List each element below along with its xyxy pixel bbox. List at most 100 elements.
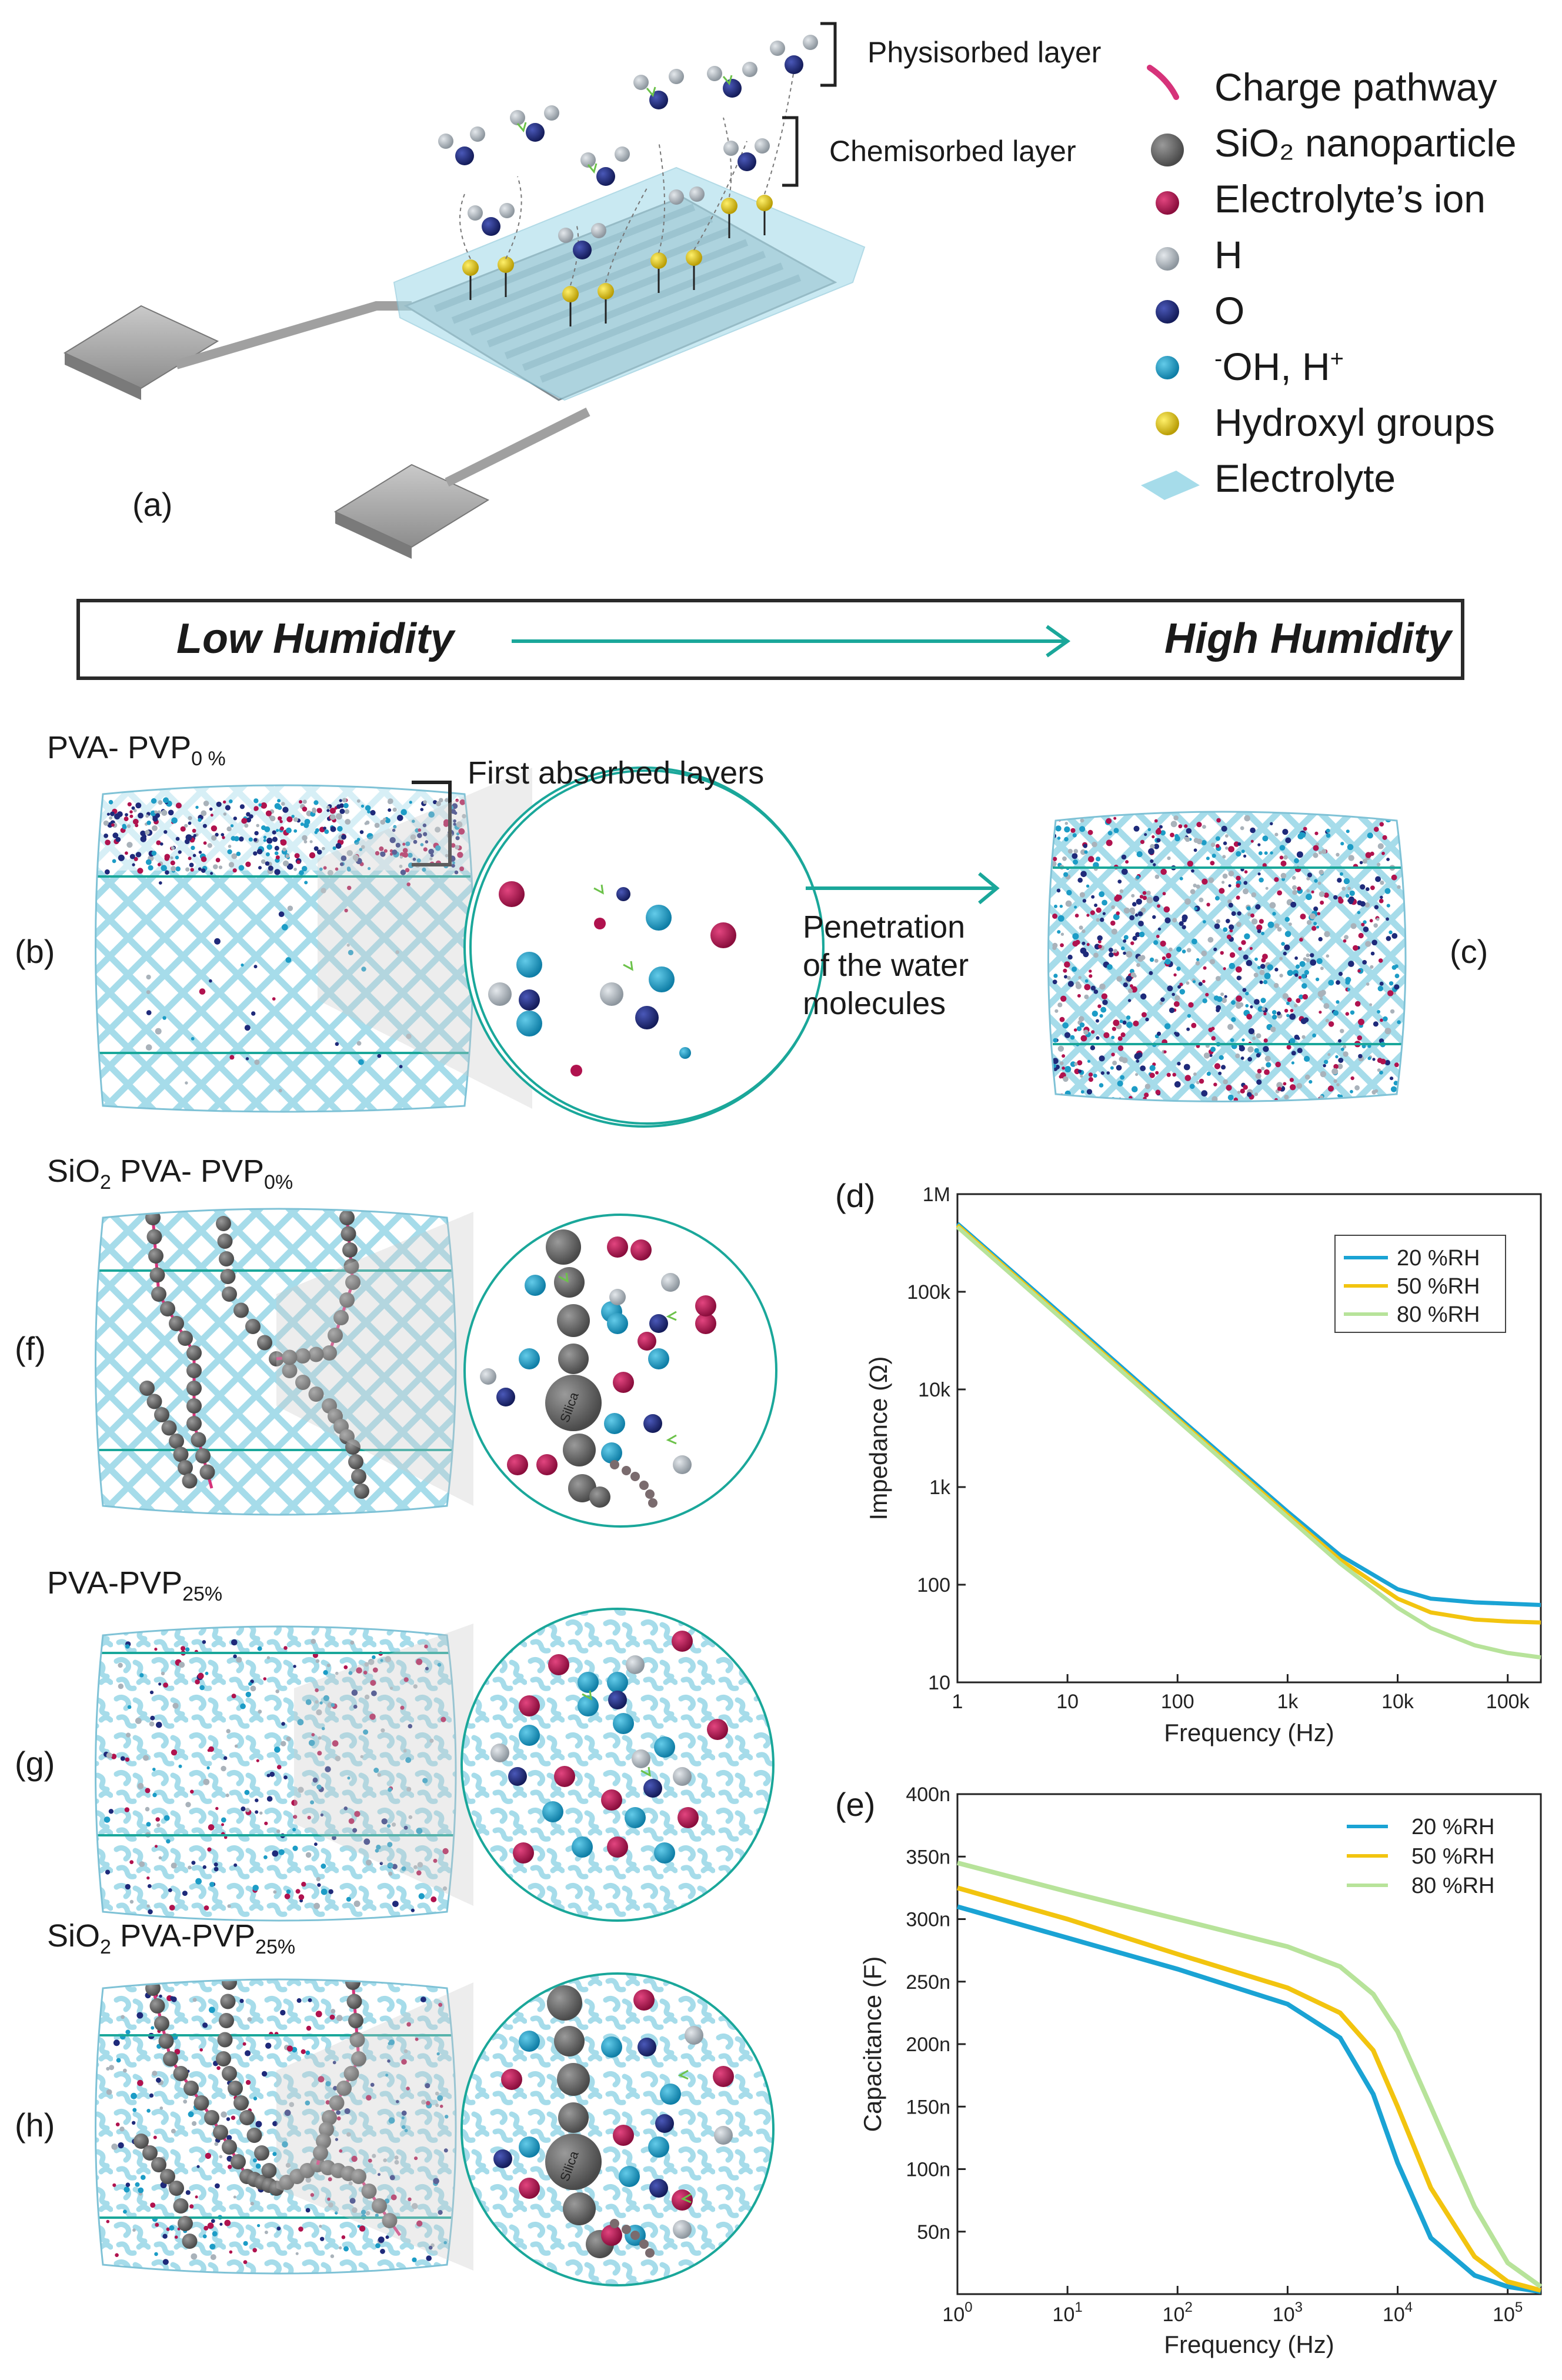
water-dot	[1289, 1038, 1296, 1044]
water-dot	[1059, 1016, 1065, 1022]
water-dot	[202, 824, 207, 828]
water-dot	[105, 1869, 111, 1875]
water-dot	[1227, 1024, 1234, 1030]
water-dot	[1376, 918, 1380, 921]
water-dot	[1236, 883, 1240, 888]
water-dot	[245, 1691, 251, 1698]
water-dot	[1386, 904, 1390, 908]
water-dot	[1228, 902, 1233, 908]
silica-bead	[173, 1446, 189, 1462]
water-dot	[320, 1813, 324, 1817]
water-dot	[1147, 828, 1152, 832]
water-dot	[1153, 895, 1160, 902]
water-dot	[322, 846, 325, 851]
water-dot	[401, 2059, 407, 2065]
water-dot	[1132, 936, 1137, 941]
water-dot	[1177, 985, 1181, 989]
water-dot	[1139, 895, 1144, 899]
water-dot	[236, 1656, 242, 1663]
water-dot	[272, 836, 278, 842]
water-dot	[215, 1806, 219, 1811]
water-dot	[1287, 969, 1293, 976]
water-dot	[408, 1724, 413, 1729]
water-dot	[185, 1647, 190, 1652]
water-dot	[1277, 927, 1282, 932]
water-dot	[1262, 835, 1269, 842]
hydroxyl-groups	[462, 195, 773, 326]
y-tick-label: 300n	[906, 1909, 950, 1931]
water-dot	[252, 2248, 258, 2253]
water-dot	[1201, 1090, 1208, 1097]
water-dot	[129, 854, 135, 859]
water-dot	[264, 826, 271, 832]
water-dot	[1314, 879, 1318, 883]
water-dot	[1096, 918, 1100, 922]
y-tick-label: 10k	[918, 1379, 951, 1401]
water-dot	[261, 2071, 268, 2077]
water-dot	[400, 1705, 405, 1710]
water-dot	[201, 856, 207, 862]
zoom-circle-g	[460, 1608, 775, 1922]
water-dot	[282, 2141, 288, 2148]
water-dot	[1156, 935, 1160, 938]
zoom-circle-f: Silica	[465, 1215, 776, 1529]
water-dot	[1236, 975, 1241, 981]
water-dot	[1373, 923, 1378, 928]
silica-bead	[186, 1416, 202, 1431]
water-dot	[1099, 1083, 1104, 1088]
water-dot	[146, 974, 151, 980]
water-dot	[1220, 992, 1224, 996]
water-dot	[215, 2183, 220, 2189]
water-dot	[286, 816, 293, 822]
silica-bead	[216, 1216, 231, 1231]
water-dot	[405, 841, 410, 846]
water-dot	[416, 1828, 423, 1834]
water-dot	[1397, 885, 1401, 889]
water-dot	[359, 2225, 366, 2232]
water-dot	[377, 1773, 381, 1777]
water-dot	[1375, 876, 1381, 882]
water-dot	[1179, 989, 1186, 995]
water-dot	[425, 2083, 430, 2089]
water-dot	[1274, 968, 1279, 972]
water-dot	[1153, 844, 1160, 849]
water-dots-top	[103, 797, 466, 1092]
water-dot	[399, 1065, 403, 1069]
water-dot	[1294, 1034, 1300, 1040]
water-dot	[454, 870, 459, 875]
water-dot	[1053, 974, 1058, 978]
silica-bead	[348, 2013, 363, 2028]
water-dot	[400, 869, 406, 875]
water-dot	[422, 867, 426, 872]
water-dot	[185, 1081, 188, 1085]
water-dot	[426, 2101, 430, 2106]
water-dot	[1274, 877, 1279, 882]
water-dot	[328, 2202, 333, 2208]
water-dot	[408, 852, 413, 858]
water-dot	[1073, 859, 1079, 865]
water-dot	[1236, 1001, 1240, 1006]
water-dot	[1092, 841, 1097, 848]
water-dot	[151, 798, 157, 804]
water-dot	[1282, 993, 1289, 999]
water-dot	[1280, 861, 1287, 866]
water-dot	[1228, 846, 1235, 852]
water-dot	[1328, 979, 1334, 986]
water-dot	[1397, 1020, 1401, 1024]
water-dot	[226, 1729, 231, 1734]
water-dot	[377, 1054, 382, 1058]
water-dot	[239, 1999, 244, 2004]
water-dot	[1259, 877, 1264, 883]
water-dot	[413, 1865, 418, 1869]
water-dot	[332, 2061, 336, 2065]
water-dot	[1102, 912, 1106, 915]
water-dot	[1094, 904, 1098, 907]
water-dot	[1340, 1029, 1344, 1034]
water-dot	[1170, 821, 1177, 828]
legend-charge-pathway: Charge pathway	[1214, 65, 1497, 109]
water-dot	[1264, 972, 1271, 979]
water-dot	[1292, 889, 1297, 895]
water-dot	[282, 860, 289, 866]
water-dot	[225, 805, 231, 811]
water-dot	[143, 1755, 149, 1761]
